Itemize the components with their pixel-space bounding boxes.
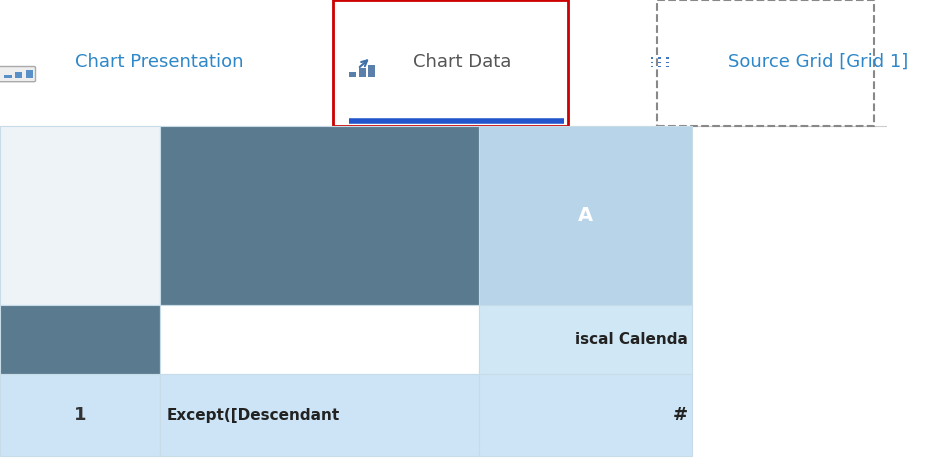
Bar — [159, 374, 478, 456]
Bar — [650, 66, 652, 67]
Text: 1: 1 — [74, 406, 86, 424]
Bar — [478, 126, 692, 304]
Bar — [650, 57, 652, 59]
Bar — [658, 66, 661, 67]
FancyBboxPatch shape — [0, 66, 36, 82]
Bar — [0, 126, 159, 304]
Text: Chart Data: Chart Data — [412, 53, 510, 71]
Text: Except([Descendant: Except([Descendant — [167, 408, 340, 423]
Bar — [0, 304, 159, 374]
Text: #: # — [672, 406, 687, 424]
Bar — [478, 374, 692, 456]
Bar — [665, 62, 668, 63]
Bar — [348, 72, 356, 77]
Text: A: A — [578, 206, 592, 225]
Text: iscal Calenda: iscal Calenda — [575, 332, 687, 347]
Bar — [478, 304, 692, 374]
Text: Source Grid [Grid 1]: Source Grid [Grid 1] — [727, 53, 907, 71]
Bar — [665, 66, 668, 67]
Bar — [658, 62, 661, 63]
Bar — [368, 65, 375, 77]
Bar — [5, 75, 11, 78]
Bar — [0, 374, 159, 456]
Bar — [15, 72, 22, 78]
Bar — [665, 57, 668, 59]
Bar — [658, 57, 661, 59]
Bar — [358, 68, 365, 77]
Bar — [0, 456, 886, 475]
Bar — [0, 0, 886, 126]
Bar — [159, 126, 478, 304]
FancyBboxPatch shape — [332, 0, 567, 126]
Bar — [159, 304, 478, 374]
Text: Chart Presentation: Chart Presentation — [76, 53, 243, 71]
Bar — [650, 62, 652, 63]
Bar — [25, 70, 33, 78]
